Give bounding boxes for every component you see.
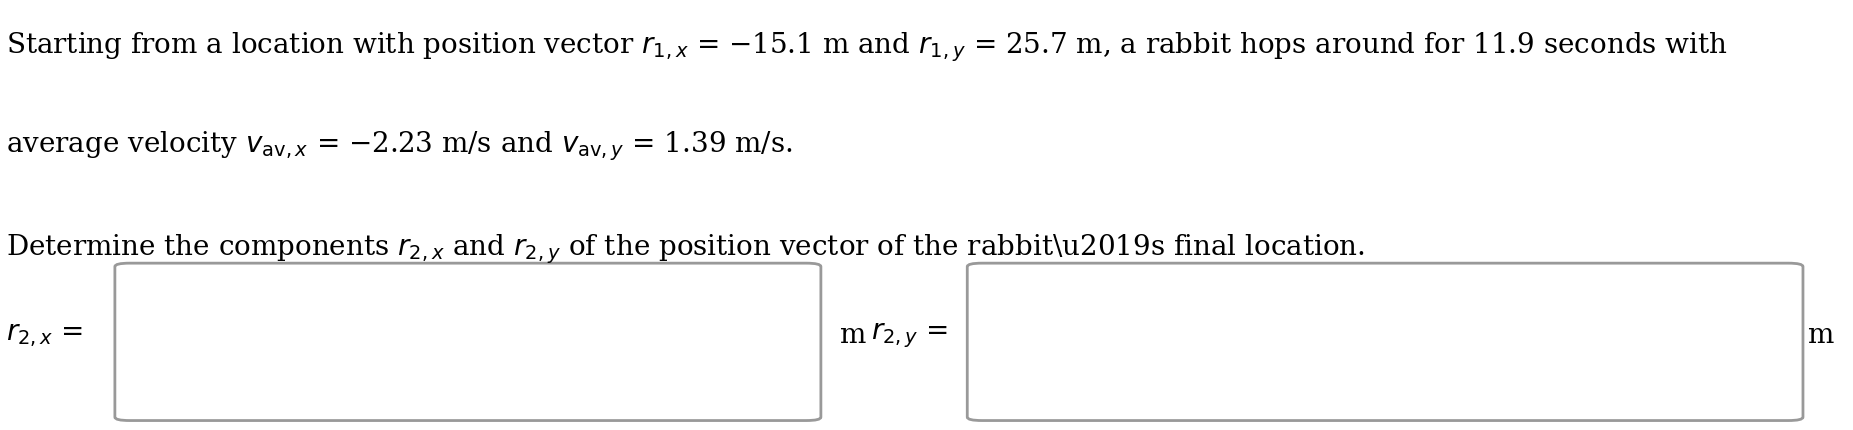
FancyBboxPatch shape [115,263,821,421]
Text: $r_{2,x}$ =: $r_{2,x}$ = [6,322,83,349]
Text: $r_{2,y}$ =: $r_{2,y}$ = [871,321,949,350]
Text: m: m [1807,322,1833,349]
Text: m: m [839,322,865,349]
Text: Determine the components $r_{2,x}$ and $r_{2,y}$ of the position vector of the r: Determine the components $r_{2,x}$ and $… [6,232,1364,266]
Text: Starting from a location with position vector $r_{1,x}$ = $-$15.1 m and $r_{1,y}: Starting from a location with position v… [6,30,1727,64]
Text: average velocity $v_{\mathrm{av},x}$ = $-$2.23 m/s and $v_{\mathrm{av},y}$ = 1.3: average velocity $v_{\mathrm{av},x}$ = $… [6,129,793,163]
FancyBboxPatch shape [967,263,1803,421]
